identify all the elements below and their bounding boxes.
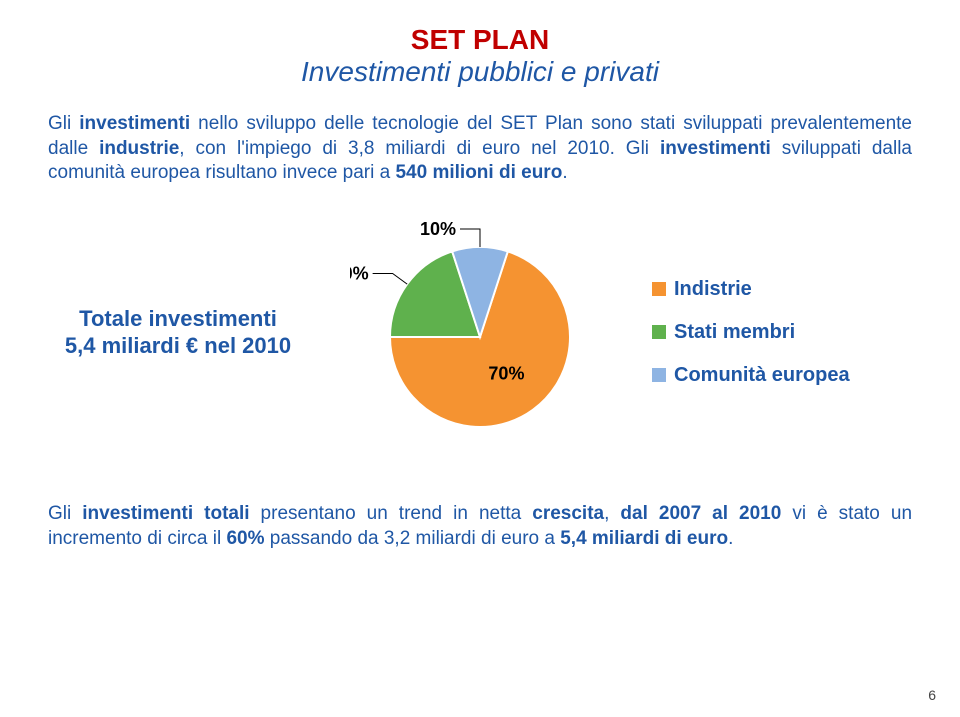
text-bold: 60%	[226, 528, 264, 549]
pie-chart: 70% 20% 10%	[350, 222, 610, 442]
slide-page: SET PLAN Investimenti pubblici e privati…	[0, 0, 960, 717]
caption-line1: Totale investimenti	[79, 306, 277, 331]
legend-item-stati-membri: Stati membri	[652, 321, 912, 344]
legend-label: Stati membri	[674, 321, 795, 344]
legend-item-industrie: Indistrie	[652, 278, 912, 301]
pie-label-10: 10%	[420, 222, 456, 239]
text-bold: 540 milioni di euro	[395, 162, 562, 183]
pie-svg: 70% 20% 10%	[350, 222, 610, 442]
text-bold: industrie	[99, 138, 179, 159]
text-bold: investimenti	[79, 113, 190, 134]
text: .	[728, 528, 733, 549]
caption-line2: 5,4 miliardi € nel 2010	[65, 333, 291, 358]
text: Gli	[48, 503, 82, 524]
text: .	[562, 162, 567, 183]
text-bold: crescita	[532, 503, 604, 524]
pie-label-70: 70%	[488, 363, 524, 383]
text-bold: investimenti totali	[82, 503, 249, 524]
text: Gli	[48, 113, 79, 134]
legend-label: Comunità europea	[674, 364, 850, 387]
legend-item-comunita: Comunità europea	[652, 364, 912, 387]
title-block: SET PLAN Investimenti pubblici e privati	[48, 24, 912, 88]
pie-leader	[373, 274, 408, 285]
title-line1: SET PLAN	[48, 24, 912, 56]
text: , con l'impiego di 3,8 miliardi di euro …	[179, 138, 660, 159]
text-bold: dal 2007 al 2010	[620, 503, 781, 524]
pie-leader	[460, 229, 480, 247]
chart-legend: Indistrie Stati membri Comunità europea	[652, 278, 912, 387]
legend-swatch	[652, 282, 666, 296]
paragraph-trend: Gli investimenti totali presentano un tr…	[48, 502, 912, 551]
paragraph-intro: Gli investimenti nello sviluppo delle te…	[48, 112, 912, 186]
text: ,	[604, 503, 620, 524]
legend-swatch	[652, 325, 666, 339]
total-investment-caption: Totale investimenti 5,4 miliardi € nel 2…	[48, 305, 308, 360]
chart-row: Totale investimenti 5,4 miliardi € nel 2…	[48, 222, 912, 442]
title-line2: Investimenti pubblici e privati	[48, 56, 912, 88]
pie-label-20: 20%	[350, 264, 369, 284]
text: presentano un trend in netta	[250, 503, 533, 524]
text: passando da 3,2 miliardi di euro a	[264, 528, 560, 549]
text-bold: 5,4 miliardi di euro	[560, 528, 728, 549]
legend-swatch	[652, 368, 666, 382]
page-number: 6	[928, 687, 936, 703]
legend-label: Indistrie	[674, 278, 752, 301]
text-bold: investimenti	[660, 138, 771, 159]
